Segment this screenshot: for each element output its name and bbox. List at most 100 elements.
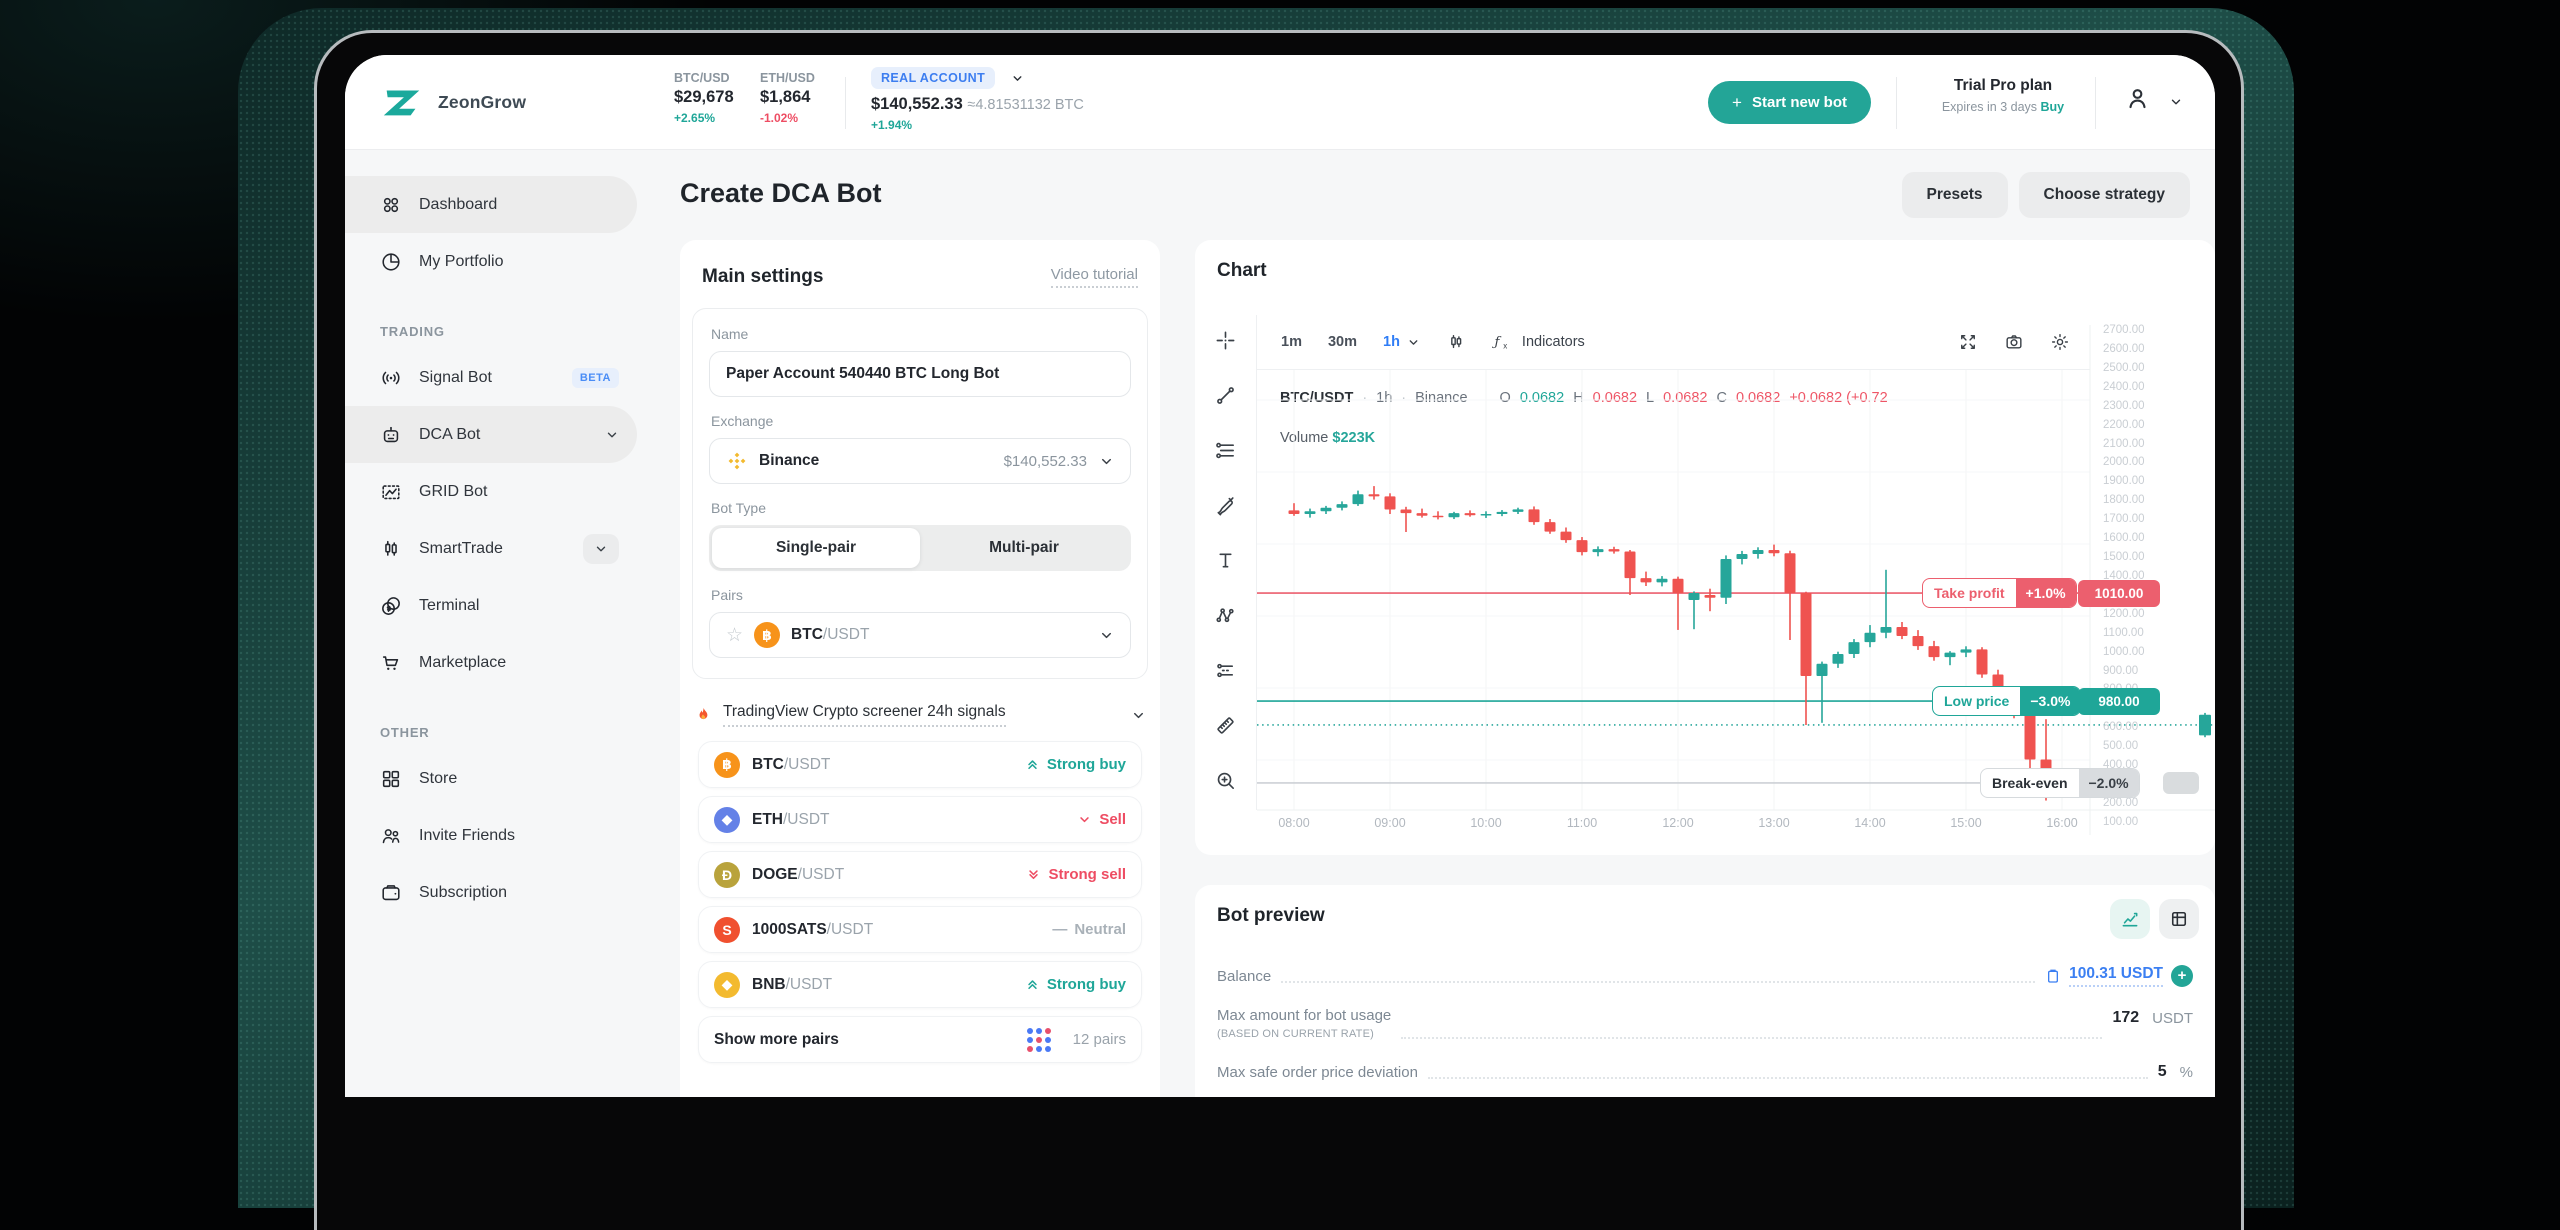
candlestick-chart[interactable] [1195,240,2215,855]
y-axis-label: 2700.00 [2103,324,2145,336]
plan-info: Trial Pro plan Expires in 3 days Buy [1937,77,2069,114]
brand[interactable]: ZeonGrow [379,79,526,125]
chevron-down-icon[interactable] [2169,95,2183,109]
name-label: Name [711,326,749,342]
timeframe-selected[interactable]: 1h [1383,334,1420,350]
pair-name: BTC/USDT [752,755,831,773]
account-summary[interactable]: REAL ACCOUNT $140,552.33 ≈4.81531132 BTC… [871,67,1084,132]
y-axis-label: 2300.00 [2103,399,2145,412]
chevron-down-icon[interactable] [1011,72,1024,85]
signal-row-bnb[interactable]: ◆ BNB/USDT Strong buy [698,961,1142,1008]
y-axis-label: 1500.00 [2103,551,2145,564]
zoom-in-icon[interactable] [1214,769,1237,792]
pair-name: BNB/USDT [752,975,833,993]
sidebar-item-signal-bot[interactable]: Signal Bot BETA [345,349,637,406]
camera-icon[interactable] [2004,332,2024,352]
long-position-icon[interactable] [1214,659,1237,682]
buy-link[interactable]: Buy [2040,100,2065,114]
brush-icon[interactable] [1214,494,1237,517]
sidebar-item-smarttrade[interactable]: SmartTrade [345,520,637,577]
low-price-label[interactable]: Low price −3.0% [1932,686,2082,717]
bot-name-input[interactable] [709,351,1131,397]
x-axis-label: 11:00 [1566,816,1598,830]
pair-name: DOGE/USDT [752,865,845,883]
take-profit-label[interactable]: Take profit +1.0% [1922,578,2077,609]
sidebar-item-label: My Portfolio [419,252,504,270]
grid-icon [380,481,402,503]
bot-preview-card: Bot preview [1195,885,2215,1097]
gear-icon[interactable] [2050,332,2070,352]
crosshair-icon[interactable] [1214,329,1237,352]
break-even-label[interactable]: Break-even −2.0% [1980,767,2140,798]
settings-form-group: Name Exchange Binance $140,552.33 [692,308,1148,679]
start-new-bot-button[interactable]: + Start new bot [1708,81,1871,124]
timeframe-30m[interactable]: 30m [1327,334,1357,350]
signal-row-eth[interactable]: ◆ ETH/USDT Sell [698,796,1142,843]
sidebar-item-marketplace[interactable]: Marketplace [345,634,637,691]
sidebar-item-grid-bot[interactable]: GRID Bot [345,463,637,520]
add-funds-button[interactable]: + [2171,965,2193,987]
preview-table-view-button[interactable] [2159,899,2199,939]
trend-line-icon[interactable] [1214,384,1237,407]
main-settings-card: Main settings Video tutorial Name Exchan… [680,240,1160,1097]
single-down-icon [1077,812,1092,827]
exchange-select[interactable]: Binance $140,552.33 [709,438,1131,484]
text-icon[interactable] [1214,549,1237,572]
signal-row-doge[interactable]: Ð DOGE/USDT Strong sell [698,851,1142,898]
bot-type-single-pair[interactable]: Single-pair [712,528,920,568]
double-up-icon [1025,757,1040,772]
beta-badge: BETA [571,367,619,388]
clipboard-icon[interactable] [2045,968,2061,984]
x-axis-label: 13:00 [1758,816,1790,830]
candle-style-icon[interactable] [1446,332,1466,352]
y-axis-label: 600.00 [2103,721,2139,734]
show-more-pairs-button[interactable]: Show more pairs 12 pairs [698,1016,1142,1063]
max-amount-row: Max amount for bot usage (BASED ON CURRE… [1217,1007,2193,1040]
video-tutorial-link[interactable]: Video tutorial [1050,266,1138,288]
balance-value[interactable]: 100.31 USDT [2069,965,2163,987]
chevron-down-icon [1099,454,1114,469]
btc-icon: ฿ [754,622,781,648]
1000sats-icon: S [714,916,740,943]
bot-type-multi-pair[interactable]: Multi-pair [989,539,1059,556]
zeongrow-logo-icon [379,79,425,125]
sidebar-item-dashboard[interactable]: Dashboard [345,176,637,233]
fib-retracement-icon[interactable] [1214,439,1237,462]
timeframe-1m[interactable]: 1m [1281,334,1302,350]
terminal-icon [380,595,402,617]
signal-row-1000sats[interactable]: S 1000SATS/USDT — Neutral [698,906,1142,953]
sidebar-item-my-portfolio[interactable]: My Portfolio [345,233,637,290]
star-icon[interactable]: ☆ [726,624,744,646]
expand-submenu-button[interactable] [583,533,619,564]
y-axis-label: 1800.00 [2103,494,2145,507]
signals-title[interactable]: TradingView Crypto screener 24h signals [723,703,1006,727]
expand-icon[interactable] [1958,332,1978,352]
sidebar-item-subscription[interactable]: Subscription [345,864,637,921]
signals-accordion-header[interactable]: TradingView Crypto screener 24h signals [694,703,1146,727]
sidebar-item-dca-bot[interactable]: DCA Bot [345,406,637,463]
pair-name: ETH/USDT [752,810,830,828]
sidebar-item-invite-friends[interactable]: Invite Friends [345,807,637,864]
account-balance: $140,552.33 [871,95,963,113]
account-type-badge[interactable]: REAL ACCOUNT [871,67,996,89]
preview-chart-view-button[interactable] [2110,899,2150,939]
presets-button[interactable]: Presets [1901,172,2008,218]
choose-strategy-button[interactable]: Choose strategy [2018,172,2190,218]
user-icon[interactable] [2124,85,2151,112]
sidebar-item-terminal[interactable]: Terminal [345,577,637,634]
indicators-button[interactable]: Indicators [1521,334,1585,350]
pairs-select[interactable]: ☆ ฿ BTC/USDT [709,612,1131,658]
top-bar: ZeonGrow BTC/USD $29,678 +2.65% ETH/USD … [345,55,2215,150]
xabcd-pattern-icon[interactable] [1214,604,1237,627]
ruler-icon[interactable] [1214,714,1237,737]
signal-row-btc[interactable]: ฿ BTC/USDT Strong buy [698,741,1142,788]
y-axis-label: 2000.00 [2103,456,2145,469]
sidebar-item-store[interactable]: Store [345,750,637,807]
main-area: Create DCA Bot Presets Choose strategy M… [645,150,2215,1097]
y-axis-label: 1600.00 [2103,532,2145,545]
ticker-price: $29,678 [674,88,734,106]
chevron-down-icon[interactable] [1131,708,1146,723]
chevron-down-icon[interactable] [605,428,619,442]
signal-sell: Sell [1077,811,1126,828]
